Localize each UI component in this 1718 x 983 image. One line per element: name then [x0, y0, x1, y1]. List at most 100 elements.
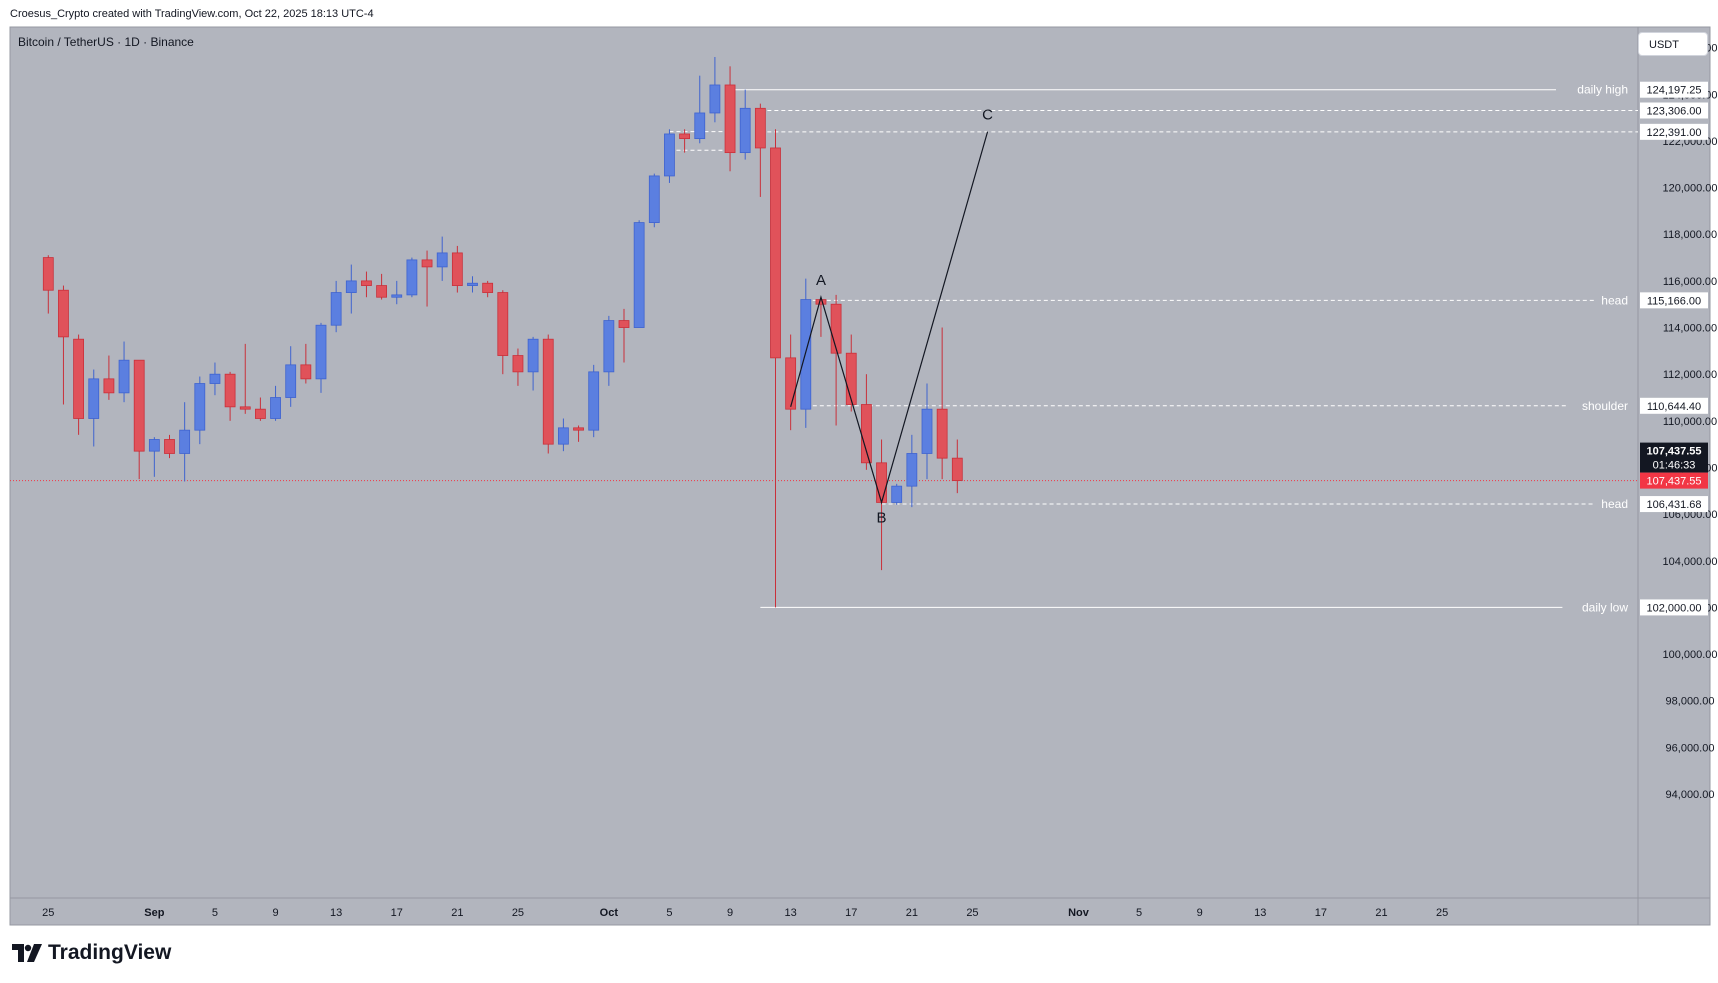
- candle[interactable]: [270, 385, 281, 421]
- price-level-tag: [1640, 123, 1708, 140]
- x-tick-label: 13: [785, 907, 797, 919]
- candle[interactable]: [679, 129, 690, 153]
- tradingview-logo-text: TradingView: [48, 941, 172, 964]
- y-tick-label: 118,000.00: [1663, 229, 1717, 241]
- candle[interactable]: [421, 250, 433, 307]
- candle-body: [936, 408, 948, 459]
- candle[interactable]: [42, 255, 54, 314]
- candle[interactable]: [830, 294, 842, 426]
- tradingview-logo[interactable]: TradingView: [12, 941, 171, 965]
- candle[interactable]: [906, 434, 918, 508]
- candle[interactable]: [770, 129, 781, 608]
- symbol-title: Bitcoin / TetherUS · 1D · Binance: [18, 35, 194, 49]
- candle[interactable]: [694, 75, 706, 144]
- price-level-value: 110,644.40: [1647, 401, 1701, 413]
- price-level-value: 124,197.25: [1646, 85, 1701, 97]
- candle[interactable]: [482, 280, 494, 298]
- candle[interactable]: [315, 322, 327, 393]
- x-tick-label: 25: [966, 907, 978, 919]
- candle-body: [148, 439, 160, 452]
- candle-body: [118, 359, 130, 394]
- candle[interactable]: [148, 437, 160, 477]
- candle[interactable]: [179, 402, 191, 482]
- candle[interactable]: [451, 245, 463, 293]
- candle[interactable]: [88, 369, 100, 447]
- candle[interactable]: [103, 355, 115, 400]
- candle[interactable]: [224, 371, 236, 421]
- candle[interactable]: [951, 439, 963, 494]
- candle[interactable]: [300, 343, 312, 384]
- candle[interactable]: [58, 285, 69, 405]
- candle-body: [664, 133, 675, 177]
- y-tick-label: 114,000.00: [1663, 323, 1717, 335]
- level-label: head: [1601, 293, 1628, 307]
- candle[interactable]: [345, 264, 357, 314]
- candle[interactable]: [209, 362, 221, 396]
- candle[interactable]: [709, 56, 721, 123]
- candle[interactable]: [133, 359, 145, 480]
- abc-pattern-line[interactable]: [790, 131, 989, 505]
- candle[interactable]: [512, 348, 524, 386]
- candle[interactable]: [497, 290, 509, 375]
- candle[interactable]: [254, 397, 266, 421]
- candle[interactable]: [285, 346, 297, 407]
- candle[interactable]: [724, 66, 736, 172]
- x-tick-label: 9: [272, 907, 278, 919]
- candle[interactable]: [664, 129, 675, 183]
- current-price-value: 107,437.55: [1646, 446, 1701, 458]
- candle[interactable]: [588, 364, 600, 438]
- candle[interactable]: [754, 103, 766, 197]
- candle[interactable]: [164, 434, 175, 459]
- candle-body: [421, 259, 433, 268]
- level-label: head: [1601, 497, 1628, 511]
- price-level-tag: [1640, 81, 1708, 98]
- candle[interactable]: [239, 343, 251, 414]
- candle[interactable]: [558, 418, 569, 452]
- candle[interactable]: [527, 336, 539, 391]
- candle[interactable]: [891, 483, 903, 505]
- candle[interactable]: [921, 383, 933, 480]
- x-tick-label: 17: [845, 907, 857, 919]
- x-tick-label: Oct: [600, 907, 619, 919]
- candle[interactable]: [467, 276, 478, 293]
- candle[interactable]: [118, 341, 130, 403]
- candle[interactable]: [361, 271, 372, 298]
- candle[interactable]: [618, 308, 630, 363]
- price-level-value: 122,391.00: [1646, 127, 1701, 139]
- candle-body: [845, 352, 857, 405]
- candle-body: [633, 222, 645, 328]
- tradingview-logo-icon: [12, 944, 42, 962]
- y-tick-label: 116,000.00: [1663, 276, 1717, 288]
- candle[interactable]: [936, 327, 948, 480]
- currency-button[interactable]: USDT: [1638, 32, 1708, 56]
- candle-body: [558, 427, 569, 445]
- price-level-tag: [1640, 102, 1708, 119]
- candle[interactable]: [542, 334, 554, 454]
- plot-area[interactable]: [10, 27, 1638, 898]
- candle-body: [254, 408, 266, 419]
- candle[interactable]: [648, 173, 660, 228]
- candle[interactable]: [194, 376, 206, 445]
- candle[interactable]: [330, 280, 342, 333]
- candle[interactable]: [573, 425, 584, 442]
- candle[interactable]: [406, 257, 418, 298]
- candle-body: [467, 282, 478, 286]
- candle[interactable]: [739, 89, 751, 160]
- candle[interactable]: [376, 273, 388, 300]
- candle[interactable]: [815, 297, 827, 337]
- level-label: shoulder: [1582, 399, 1628, 413]
- candle[interactable]: [633, 220, 645, 328]
- candle-body: [603, 320, 615, 373]
- candle-body: [754, 107, 766, 149]
- candle-body: [42, 257, 54, 291]
- candle-body: [815, 299, 827, 305]
- candle[interactable]: [391, 280, 403, 305]
- candle-body: [694, 112, 706, 140]
- candle[interactable]: [603, 315, 615, 386]
- time-axis[interactable]: [10, 898, 1638, 925]
- candle[interactable]: [73, 334, 84, 435]
- candle[interactable]: [436, 236, 448, 281]
- candle[interactable]: [785, 334, 797, 431]
- y-tick-label: 112,000.00: [1663, 369, 1717, 381]
